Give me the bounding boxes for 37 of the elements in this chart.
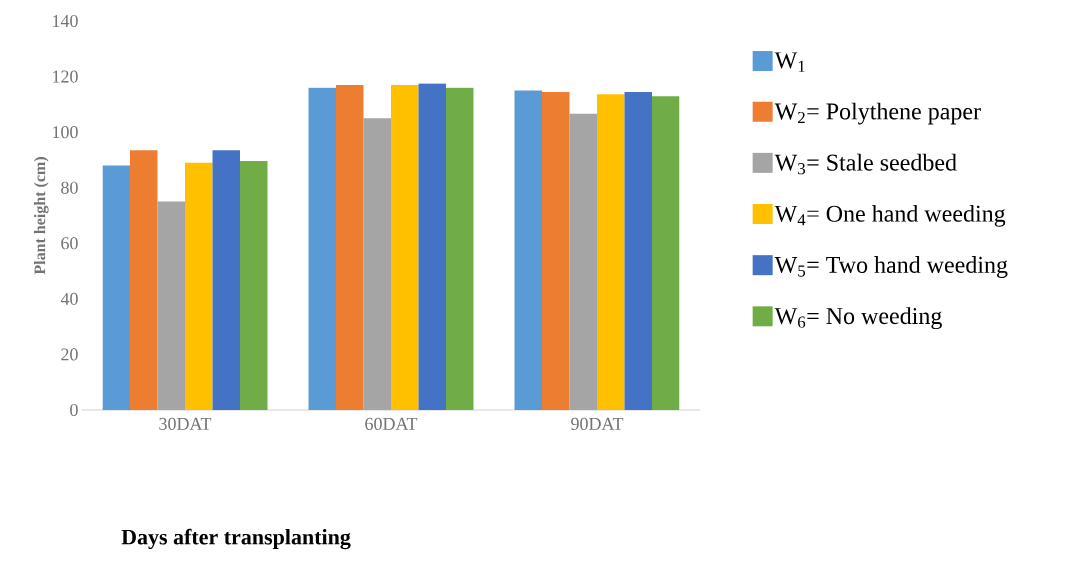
y-tick-label: 60 (61, 237, 78, 250)
bar (391, 84, 419, 410)
y-tick-label: 120 (53, 70, 78, 83)
bar (597, 94, 625, 410)
x-tick-label: 60DAT (365, 417, 418, 430)
bar (240, 161, 268, 410)
legend-label: W$_{2}$= Polythene paper (774, 102, 981, 125)
y-tick-label: 40 (60, 292, 78, 305)
bar (514, 90, 543, 410)
y-tick-label: 0 (70, 403, 78, 417)
bar (308, 87, 337, 410)
legend-label: W$_{4}$= One hand weeding (774, 204, 1006, 227)
bar (569, 113, 598, 410)
bar (336, 84, 364, 410)
legend-label: W$_{1}$ (774, 52, 805, 72)
bar (363, 118, 392, 410)
y-tick-label: 100 (53, 126, 78, 139)
bar (542, 92, 570, 410)
bar (102, 165, 131, 410)
x-tick-label: 30DAT (159, 417, 212, 430)
bar (130, 150, 158, 410)
y-tick-label: 80 (61, 181, 78, 194)
bar (185, 162, 213, 410)
legend-label: W$_{5}$= Two hand weeding (774, 256, 1008, 278)
x-axis-title: Days after transplanting (121, 528, 351, 550)
y-tick-label: 20 (61, 348, 78, 361)
bar (624, 92, 652, 410)
bar (446, 87, 474, 410)
x-tick-label: 90DAT (571, 417, 624, 430)
bar (157, 201, 186, 410)
bar (652, 96, 680, 410)
bar (418, 83, 447, 410)
bar (212, 150, 241, 410)
y-tick-label: 140 (53, 14, 78, 28)
legend-label: W$_{3}$= Stale seedbed (774, 153, 957, 175)
y-axis-title: Plant height (cm) (33, 157, 49, 275)
legend-label: W$_{6}$= No weeding (774, 307, 942, 330)
